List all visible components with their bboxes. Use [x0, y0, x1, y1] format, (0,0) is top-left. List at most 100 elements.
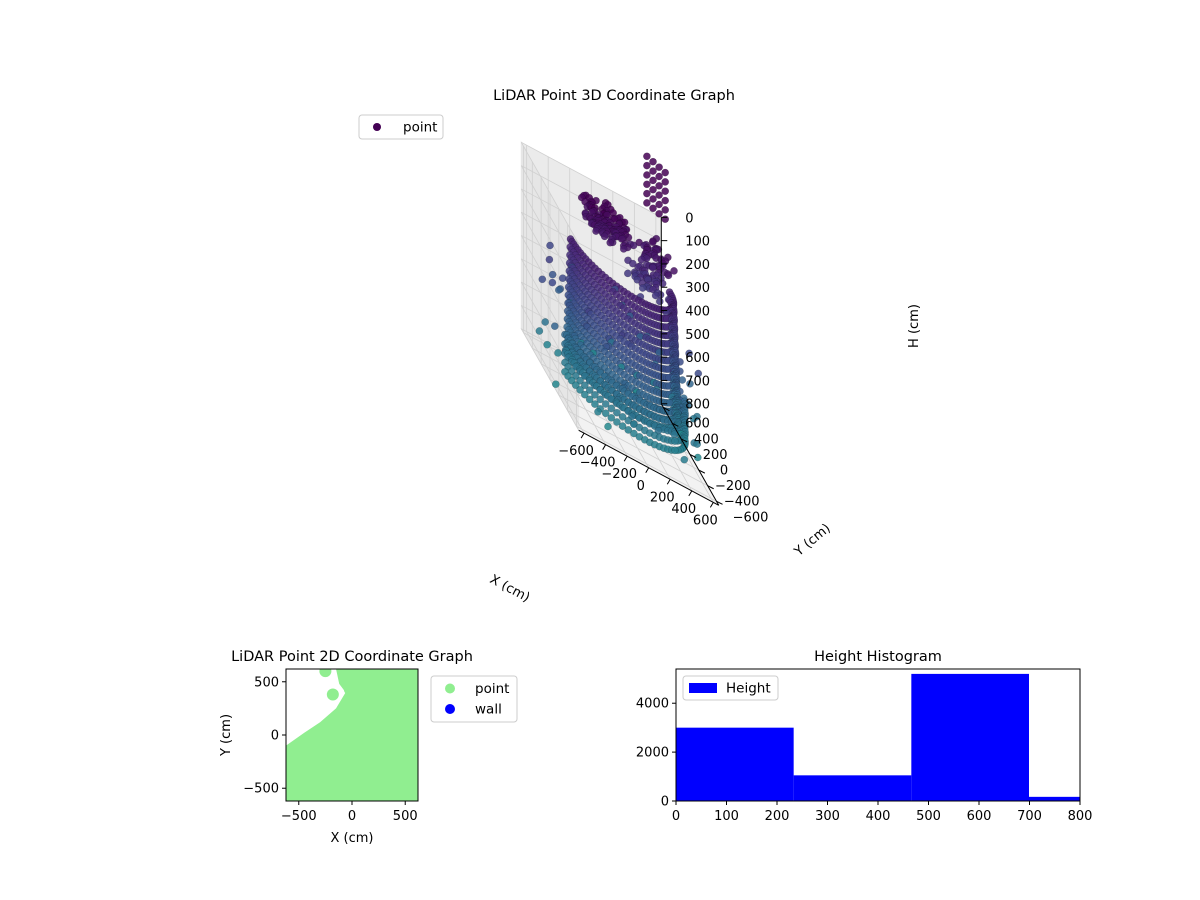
- y-tick-label: 200: [703, 448, 728, 463]
- point-marker: [604, 422, 612, 431]
- chart-3d-zlabel: H (cm): [907, 304, 922, 348]
- point-marker: [655, 191, 663, 199]
- point-marker: [633, 275, 642, 284]
- point-marker: [571, 381, 580, 390]
- x-tick-label: 700: [1017, 809, 1042, 824]
- point-marker: [655, 172, 663, 181]
- point-marker: [624, 416, 633, 425]
- chart-3d-ylabel: Y (cm): [791, 521, 834, 560]
- point-marker: [571, 372, 580, 380]
- point-marker: [661, 196, 670, 205]
- point-marker: [655, 200, 663, 209]
- point-marker: [618, 412, 627, 421]
- y-tick: [680, 438, 688, 443]
- point-marker: [649, 195, 657, 203]
- point-marker: [607, 404, 616, 413]
- y-tick: [716, 500, 723, 505]
- point-marker: [693, 453, 702, 462]
- point-marker: [585, 386, 594, 394]
- point-marker: [607, 413, 616, 422]
- point-marker: [686, 379, 694, 388]
- point-marker: [643, 189, 651, 198]
- x-tick-label: −500: [281, 809, 317, 824]
- x-tick: [580, 432, 585, 439]
- point-marker: [623, 269, 632, 278]
- point-marker: [658, 279, 667, 288]
- point-marker: [661, 168, 670, 177]
- point-marker: [680, 455, 689, 464]
- point-marker: [576, 386, 584, 394]
- legend-2d-wall-marker: [445, 704, 455, 714]
- z-tick-label: 500: [685, 328, 710, 343]
- point-marker: [694, 369, 703, 378]
- x-tick-label: 500: [916, 809, 941, 824]
- histogram-bar: [676, 727, 794, 801]
- histogram-bar: [793, 775, 912, 801]
- y-tick-label: −500: [243, 782, 279, 797]
- chart-3d-legend: point: [358, 114, 444, 140]
- point-marker: [649, 204, 657, 213]
- grid-line: [521, 141, 662, 218]
- point-marker: [649, 185, 657, 194]
- point-marker: [648, 263, 657, 272]
- y-tick-label: 400: [694, 432, 719, 447]
- point-marker: [661, 178, 670, 186]
- histogram-bars: [676, 673, 1080, 801]
- point-marker: [319, 669, 332, 678]
- point-marker: [661, 187, 670, 196]
- x-tick: [666, 479, 671, 485]
- chart-3d: LiDAR Point 3D Coordinate Graph −600−400…: [358, 88, 922, 606]
- point-marker: [558, 274, 567, 283]
- chart-3d-points: [535, 152, 703, 464]
- x-tick-label: −600: [558, 444, 594, 459]
- y-tick: [707, 485, 714, 490]
- y-tick: [672, 422, 679, 427]
- point-marker: [546, 241, 554, 250]
- x-tick-label: 400: [866, 809, 891, 824]
- point-marker: [543, 340, 552, 349]
- legend-point-label: point: [403, 120, 437, 136]
- point-marker: [548, 270, 557, 279]
- point-marker: [613, 418, 621, 426]
- legend-height-swatch: [689, 683, 717, 693]
- point-marker: [628, 259, 637, 268]
- legend-2d-wall-label: wall: [475, 702, 502, 718]
- x-tick: [688, 490, 693, 497]
- grid-line: [520, 328, 580, 431]
- y-tick-label: 0: [720, 464, 728, 479]
- point-marker: [576, 376, 584, 385]
- x-tick: [623, 455, 628, 462]
- x-tick-label: −400: [580, 456, 616, 471]
- point-marker: [664, 271, 673, 280]
- x-tick-label: 300: [815, 809, 840, 824]
- chart-3d-xlabel: X (cm): [487, 572, 532, 605]
- histogram-title: Height Histogram: [814, 649, 942, 665]
- point-marker: [643, 161, 651, 170]
- point-marker: [643, 152, 651, 161]
- histogram-ticks: 0 100 200 300 400 500 600 700 800 0 2000 4000: [636, 697, 1093, 824]
- point-marker: [643, 180, 651, 189]
- legend-2d-point-label: point: [475, 681, 509, 697]
- point-marker: [554, 286, 563, 294]
- legend-height-label: Height: [726, 681, 771, 697]
- x-tick: [709, 502, 714, 508]
- chart-2d-xlabel: X (cm): [331, 831, 374, 846]
- point-marker: [655, 181, 663, 190]
- point-marker: [665, 399, 674, 407]
- point-marker: [606, 238, 615, 247]
- point-marker: [600, 232, 609, 241]
- point-marker: [630, 420, 638, 429]
- y-tick-label: 600: [685, 417, 710, 432]
- x-tick: [602, 444, 607, 450]
- x-tick-label: 0: [637, 479, 645, 494]
- point-marker: [601, 409, 610, 418]
- z-tick-label: 700: [685, 374, 710, 389]
- point-marker: [649, 176, 657, 185]
- point-marker: [591, 390, 599, 399]
- point-marker: [372, 675, 385, 688]
- chart-2d-title: LiDAR Point 2D Coordinate Graph: [231, 649, 473, 665]
- point-marker: [548, 278, 557, 287]
- point-marker: [580, 390, 589, 399]
- chart-2d-ylabel: Y (cm): [219, 714, 234, 757]
